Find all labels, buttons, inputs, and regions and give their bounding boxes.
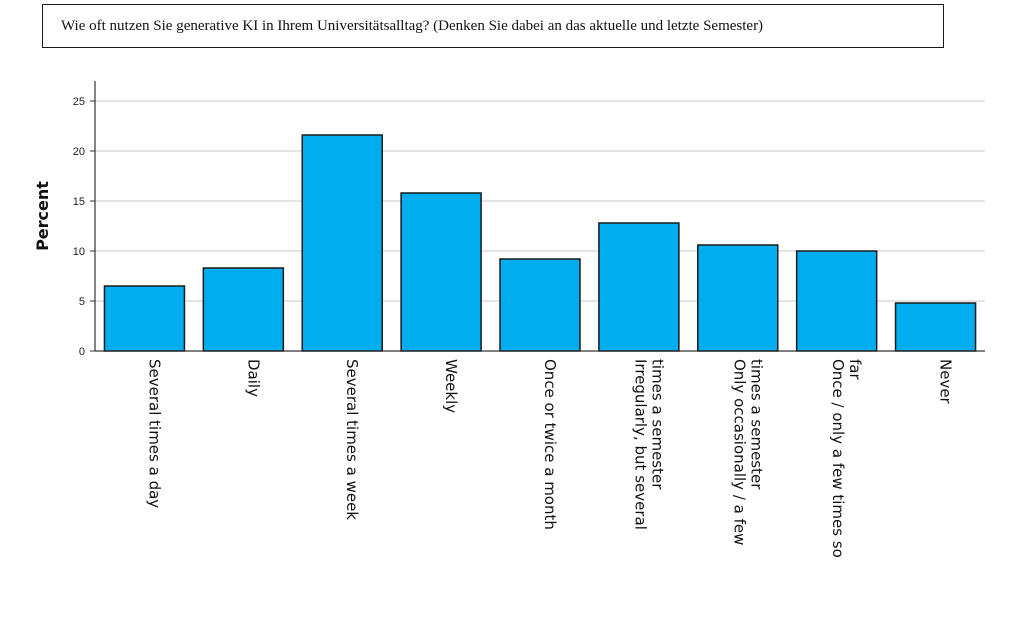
x-tick-label: far bbox=[846, 359, 864, 380]
x-tick-label: Irregularly, but several bbox=[631, 359, 649, 530]
x-tick-label: Daily bbox=[244, 359, 262, 397]
bars bbox=[103, 134, 977, 352]
question-text: Wie oft nutzen Sie generative KI in Ihre… bbox=[61, 17, 764, 34]
x-tick-label: times a semester bbox=[648, 359, 666, 490]
y-ticks: 0 5 10 15 20 25 bbox=[73, 96, 95, 358]
bar bbox=[400, 192, 482, 352]
x-tick-label: Never bbox=[937, 359, 955, 405]
y-tick-label: 20 bbox=[73, 146, 85, 158]
bar bbox=[103, 285, 186, 352]
bar bbox=[598, 222, 680, 352]
x-tick-label: Several times a week bbox=[343, 359, 361, 520]
y-tick-label: 25 bbox=[73, 96, 85, 108]
bar bbox=[795, 250, 878, 352]
x-tick-labels: Several times a day Daily Several times a … bbox=[145, 359, 954, 558]
x-tick-label: Weekly bbox=[442, 359, 460, 413]
x-tick-label: Only occasionally / a few bbox=[730, 359, 748, 545]
y-tick-label: 10 bbox=[73, 246, 85, 258]
x-tick-label: Several times a day bbox=[145, 359, 163, 508]
question-box: Wie oft nutzen Sie generative KI in Ihre… bbox=[42, 4, 944, 48]
y-tick-label: 5 bbox=[79, 296, 85, 308]
bar bbox=[697, 244, 779, 352]
bar bbox=[499, 258, 581, 352]
x-tick-label: Once or twice a month bbox=[541, 359, 559, 530]
bar bbox=[301, 134, 383, 352]
y-axis-title: Percent bbox=[33, 181, 52, 251]
bar bbox=[202, 267, 285, 352]
x-tick-label: times a semester bbox=[747, 359, 765, 490]
y-tick-label: 15 bbox=[73, 196, 85, 208]
axes bbox=[94, 81, 985, 352]
bar bbox=[894, 302, 977, 352]
y-tick-label: 0 bbox=[79, 346, 85, 358]
x-tick-label: Once / only a few times so bbox=[829, 359, 847, 558]
